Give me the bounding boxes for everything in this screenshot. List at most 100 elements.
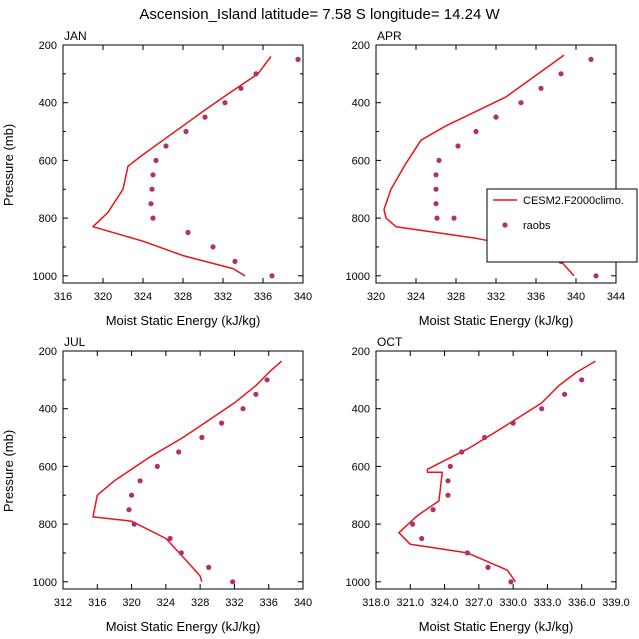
obs-point bbox=[206, 564, 212, 571]
obs-point bbox=[126, 507, 132, 513]
obs-point bbox=[178, 550, 184, 556]
obs-point bbox=[264, 377, 270, 383]
panel-title: OCT bbox=[377, 335, 403, 349]
y-tick-label: 1000 bbox=[33, 271, 57, 283]
x-tick-label: 340 bbox=[294, 291, 312, 303]
x-tick-label: 336 bbox=[260, 597, 278, 609]
x-tick-label: 324.0 bbox=[431, 597, 459, 609]
y-tick-label: 600 bbox=[39, 461, 57, 473]
y-tick-label: 800 bbox=[39, 519, 57, 531]
obs-point bbox=[129, 492, 135, 498]
x-tick-label: 316 bbox=[54, 291, 72, 303]
obs-point bbox=[510, 420, 516, 426]
plot-frame bbox=[62, 44, 304, 284]
obs-point bbox=[538, 85, 544, 91]
panel-jul-plot: 312 316 320 324 328 332 336 340 200 400 600 800 1000 bbox=[33, 346, 313, 609]
x-tick-label: 320 bbox=[122, 597, 140, 609]
panel-oct-plot: 318.0 321.0 324.0 327.0 330.0 333.0 336.0 339.0… bbox=[346, 346, 630, 609]
y-tick-label: 200 bbox=[352, 346, 370, 358]
legend-label-model: CESM2.F2000climo. bbox=[523, 195, 624, 207]
panel-jan: JAN Pressure (mb) Moist Static Energy (k… bbox=[1, 29, 260, 328]
x-tick-label: 336.0 bbox=[568, 597, 596, 609]
obs-point bbox=[558, 71, 564, 77]
x-tick-label: 328 bbox=[174, 291, 192, 303]
panel-title: JAN bbox=[64, 29, 87, 43]
obs-point bbox=[137, 478, 143, 484]
obs-point bbox=[185, 229, 191, 236]
obs-point bbox=[295, 56, 301, 63]
legend-box bbox=[486, 188, 638, 263]
obs-point bbox=[131, 521, 137, 527]
obs-point bbox=[482, 434, 488, 441]
obs-point bbox=[451, 215, 457, 221]
x-tick-label: 332 bbox=[225, 597, 243, 609]
obs-point bbox=[539, 406, 545, 412]
obs-point bbox=[485, 564, 491, 571]
obs-point bbox=[253, 391, 259, 397]
obs-point bbox=[150, 215, 156, 221]
obs-point bbox=[238, 85, 244, 91]
panel-jul: JUL Pressure (mb) Moist Static Energy (k… bbox=[1, 335, 260, 634]
x-tick-label: 336 bbox=[527, 291, 545, 303]
y-tick-label: 200 bbox=[39, 40, 57, 52]
obs-point bbox=[473, 128, 479, 135]
obs-point bbox=[579, 377, 585, 383]
y-tick-label: 1000 bbox=[346, 271, 370, 283]
x-tick-label: 336 bbox=[254, 291, 272, 303]
obs-point bbox=[433, 186, 439, 192]
x-tick-label: 316 bbox=[88, 597, 106, 609]
x-axis-label: Moist Static Energy (kJ/kg) bbox=[419, 619, 574, 634]
panel-title: JUL bbox=[64, 335, 86, 349]
y-tick-label: 1000 bbox=[346, 577, 370, 589]
y-tick-label: 800 bbox=[352, 213, 370, 225]
panel-apr-plot: 320 324 328 332 336 340 344 200 400 600 800 1000 bbox=[346, 40, 626, 303]
obs-point bbox=[202, 114, 208, 120]
obs-point bbox=[464, 550, 470, 556]
x-tick-label: 324 bbox=[407, 291, 425, 303]
obs-point bbox=[222, 100, 228, 106]
y-tick-label: 200 bbox=[352, 40, 370, 52]
x-tick-label: 321.0 bbox=[397, 597, 425, 609]
obs-point bbox=[153, 157, 159, 163]
obs-point bbox=[433, 201, 439, 207]
obs-point bbox=[419, 535, 425, 542]
x-tick-label: 324 bbox=[134, 291, 152, 303]
obs-point bbox=[593, 273, 599, 279]
obs-point bbox=[148, 201, 154, 207]
x-tick-label: 330.0 bbox=[499, 597, 527, 609]
y-axis-label: Pressure (mb) bbox=[1, 430, 16, 512]
obs-point bbox=[199, 434, 205, 441]
obs-point bbox=[436, 157, 442, 163]
obs-point bbox=[253, 71, 259, 77]
x-tick-label: 320 bbox=[367, 291, 385, 303]
obs-point bbox=[219, 420, 225, 426]
obs-point bbox=[232, 258, 238, 264]
y-tick-label: 800 bbox=[39, 213, 57, 225]
x-tick-label: 344 bbox=[607, 291, 625, 303]
y-tick-label: 600 bbox=[352, 155, 370, 167]
obs-point bbox=[430, 507, 436, 513]
obs-point bbox=[163, 143, 169, 149]
x-tick-label: 324 bbox=[157, 597, 175, 609]
obs-point bbox=[445, 492, 451, 498]
obs-point bbox=[434, 215, 440, 221]
model-profile-line bbox=[398, 360, 596, 583]
x-tick-label: 332 bbox=[487, 291, 505, 303]
y-tick-label: 400 bbox=[39, 98, 57, 110]
obs-point bbox=[445, 478, 451, 484]
obs-point bbox=[210, 244, 216, 250]
x-tick-label: 328 bbox=[447, 291, 465, 303]
obs-point bbox=[176, 449, 182, 455]
obs-point bbox=[154, 463, 160, 469]
legend-marker-swatch bbox=[502, 222, 508, 228]
figure-title: Ascension_Island latitude= 7.58 S longit… bbox=[139, 6, 500, 23]
x-axis-label: Moist Static Energy (kJ/kg) bbox=[419, 313, 574, 328]
x-tick-label: 328 bbox=[191, 597, 209, 609]
x-tick-label: 332 bbox=[214, 291, 232, 303]
panel-oct: OCT Moist Static Energy (kJ/kg) bbox=[377, 335, 573, 634]
model-profile-line bbox=[92, 56, 272, 277]
y-axis-label: Pressure (mb) bbox=[1, 124, 16, 206]
x-tick-label: 312 bbox=[54, 597, 72, 609]
obs-point bbox=[455, 143, 461, 149]
